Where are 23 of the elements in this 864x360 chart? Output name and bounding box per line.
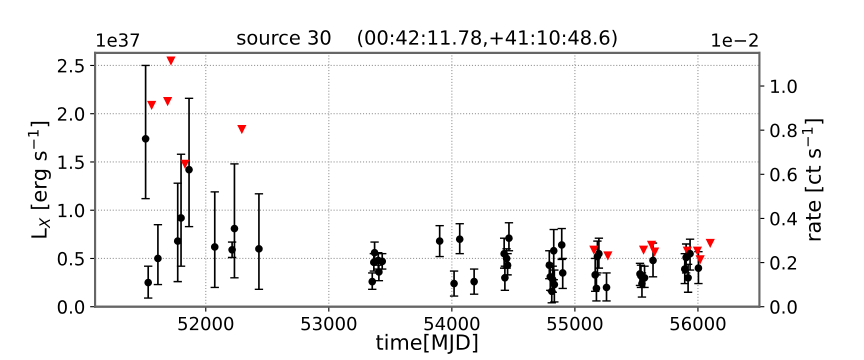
y2-tick-label: 0.6 xyxy=(770,168,797,182)
y-tick-label: 0.0 xyxy=(58,300,84,314)
y2-tick-label: 0.2 xyxy=(770,256,796,270)
x-tick-label: 55000 xyxy=(548,316,602,330)
y2-tick-label: 0.0 xyxy=(770,300,797,314)
text: 1e−2 xyxy=(712,33,758,47)
x-tick-label: 53000 xyxy=(301,316,356,330)
y2-axis-title: rate [ct s$^{−1}$] xyxy=(802,119,824,240)
text: 1e37 xyxy=(97,33,140,47)
y2-tick-label: 1.0 xyxy=(771,79,797,94)
y-axis-title: L$_{X}$ [erg s$^{−1}$] xyxy=(28,122,51,238)
x-axis-title: time[MJD] xyxy=(376,334,478,354)
x-tick-label: 52000 xyxy=(178,316,234,330)
x-tick-label: 54000 xyxy=(424,316,480,330)
chart-title: source 30 (00:42:11.78,+41:10:48.6) xyxy=(237,30,617,48)
x-tick-label: 56000 xyxy=(670,316,726,330)
y-tick-label: 1.5 xyxy=(58,156,84,170)
y2-tick-label: 0.8 xyxy=(770,124,797,138)
y-tick-label: 2.5 xyxy=(58,58,84,73)
y-tick-label: 1.0 xyxy=(58,204,84,218)
y2-tick-label: 0.4 xyxy=(770,212,797,226)
y-tick-label: 2.0 xyxy=(58,107,84,121)
y-tick-label: 0.5 xyxy=(58,252,84,266)
